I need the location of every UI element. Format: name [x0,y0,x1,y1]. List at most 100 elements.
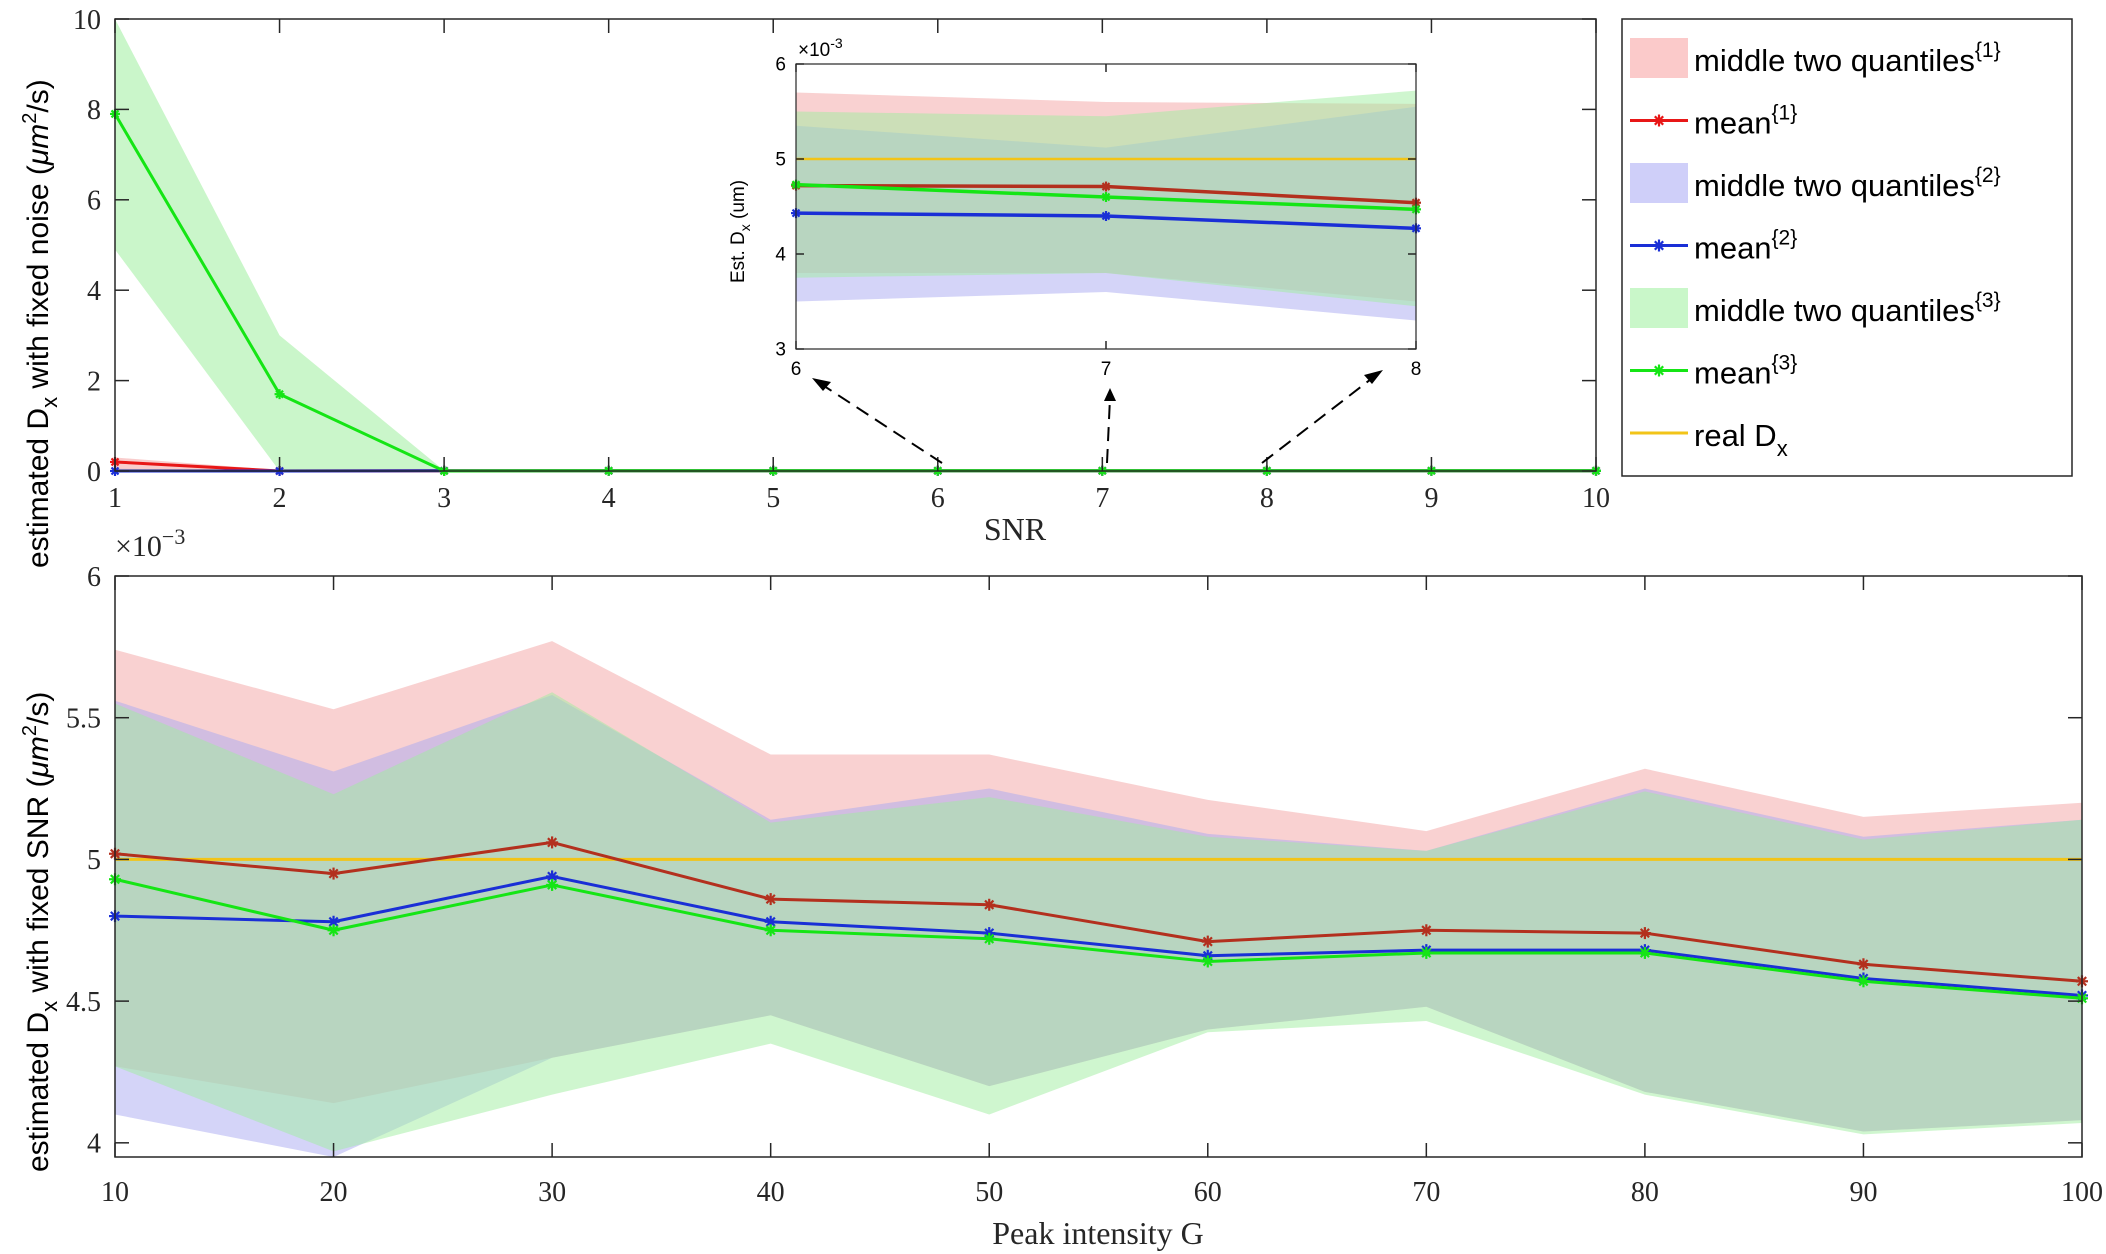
bottom-series-3-point [1638,946,1651,959]
legend-item: mean{2} [1630,227,1797,266]
bottom-series-3-point [327,924,340,937]
bottom-series-3-point [1857,975,1870,988]
zoom-arrowhead-right [1364,370,1383,384]
bottom-series-1-point [546,836,559,849]
inset-series-2-point [1101,211,1111,221]
bottom-y-tick-label: 5.5 [66,704,101,735]
bottom-series-line-3 [114,877,2083,1000]
bottom-series-1-point [764,893,777,906]
inset-plot: 6 7 8 3 4 5 6 ×10-3 Est. Dx (um) [728,35,1421,380]
bottom-y-tick-label: 4.5 [66,987,101,1018]
bottom-x-axis-label: Peak intensity G [992,1215,1204,1251]
top-x-tick-label: 5 [766,483,780,514]
bottom-plot-frame [114,575,2083,1158]
bottom-y-tick-label: 6 [87,562,101,593]
inset-x-tick-label: 7 [1101,359,1112,380]
inset-series-3-point [1101,192,1111,202]
bottom-x-tick-label: 90 [1849,1177,1877,1208]
top-series-3-point [274,389,285,400]
bottom-x-ticks: 10 20 30 40 50 60 70 80 90 100 [101,576,2103,1208]
legend-box [1621,18,2073,477]
top-x-tick-label: 8 [1260,483,1274,514]
top-y-tick-label: 4 [87,276,101,307]
legend-swatch [1630,163,1688,203]
top-plot-frame [114,18,1597,472]
legend-marker [1653,364,1665,377]
legend-marker [1653,114,1665,127]
legend-label: mean{1} [1694,102,1797,141]
bottom-series-1-point [1201,935,1214,948]
top-y-tick-label: 8 [87,95,101,126]
top-y-tick-label: 2 [87,366,101,397]
top-y-axis-label: estimated Dx with fixed noise (μm2/s) [19,79,62,568]
bottom-series-line-1 [114,840,2083,983]
bottom-series-1-point [1420,924,1433,937]
inset-x-ticks: 6 7 8 [791,64,1422,380]
bottom-series-1-point [983,898,996,911]
inset-x-tick-label: 6 [791,359,802,380]
top-y-tick-label: 0 [87,457,101,488]
inset-exponent: ×10-3 [798,35,843,61]
bottom-x-tick-label: 50 [975,1177,1003,1208]
bottom-y-axis-label: estimated Dx with fixed SNR (μm2/s) [19,692,62,1172]
top-x-tick-label: 2 [273,483,287,514]
legend-item: real Dx [1630,418,1788,461]
inset-y-tick-label: 3 [775,340,786,361]
bottom-y-tick-label: 4 [87,1129,101,1160]
bottom-series-1-point [1857,958,1870,971]
bottom-y-tick-label: 5 [87,845,101,876]
inset-series-1-point [1101,181,1111,192]
top-x-tick-label: 3 [437,483,451,514]
bottom-x-tick-label: 40 [757,1177,785,1208]
top-y-tick-label: 10 [73,5,101,36]
bottom-series-3-point [1420,946,1433,959]
zoom-arrow-middle [1106,397,1111,464]
bottom-x-tick-label: 60 [1194,1177,1222,1208]
legend: middle two quantiles{1} mean{1} middle two… [1621,18,2073,477]
top-band-3 [115,19,1596,471]
bottom-x-tick-label: 100 [2061,1177,2103,1208]
top-x-ticks: 1 2 3 4 5 6 7 8 9 10 [108,19,1610,514]
top-x-tick-label: 1 [108,483,122,514]
bottom-exponent: ×10−3 [115,524,185,563]
bottom-x-tick-label: 70 [1412,1177,1440,1208]
zoom-arrowheads [812,370,1383,401]
zoom-arrow-right [1261,375,1376,464]
zoom-arrow-left [817,381,943,464]
bottom-series-3-point [546,878,559,891]
inset-x-tick-label: 8 [1411,359,1422,380]
bottom-y-ticks: 4 4.5 5 5.5 6 [66,562,2082,1160]
top-x-tick-label: 10 [1582,483,1610,514]
bottom-x-tick-label: 20 [320,1177,348,1208]
inset-y-tick-label: 5 [775,150,786,171]
top-y-tick-label: 6 [87,186,101,217]
legend-label: mean{3} [1694,352,1797,391]
top-x-tick-label: 9 [1424,483,1438,514]
legend-label: middle two quantiles{3} [1694,289,2001,328]
legend-label: middle two quantiles{2} [1694,164,2001,203]
legend-item: mean{3} [1630,352,1797,391]
inset-y-ticks: 3 4 5 6 [775,55,1416,361]
bottom-series-1-point [327,867,340,880]
legend-item: middle two quantiles{2} [1630,163,2001,203]
zoom-arrowhead-middle [1104,388,1116,401]
bottom-x-tick-label: 30 [538,1177,566,1208]
inset-y-tick-label: 4 [775,245,786,266]
inset-y-axis-label: Est. Dx (um) [728,180,753,283]
legend-label: middle two quantiles{1} [1694,39,2001,78]
bottom-x-tick-label: 80 [1631,1177,1659,1208]
top-x-tick-label: 4 [602,483,616,514]
legend-marker [1653,239,1665,252]
bottom-x-tick-label: 10 [101,1177,129,1208]
bottom-plot: 10 20 30 40 50 60 70 80 90 100 4 4.5 5 5.5 6 ×10−3 Pe… [19,524,2103,1251]
legend-swatch [1630,38,1688,78]
top-x-tick-label: 7 [1095,483,1109,514]
legend-item: mean{1} [1630,102,1797,141]
top-x-tick-label: 6 [931,483,945,514]
bottom-series-line-2 [114,874,2083,997]
bottom-series-1-point [1638,927,1651,940]
top-y-ticks: 0 2 4 6 8 10 [73,5,1596,488]
legend-item: middle two quantiles{1} [1630,38,2001,78]
bottom-series-3-point [983,932,996,945]
